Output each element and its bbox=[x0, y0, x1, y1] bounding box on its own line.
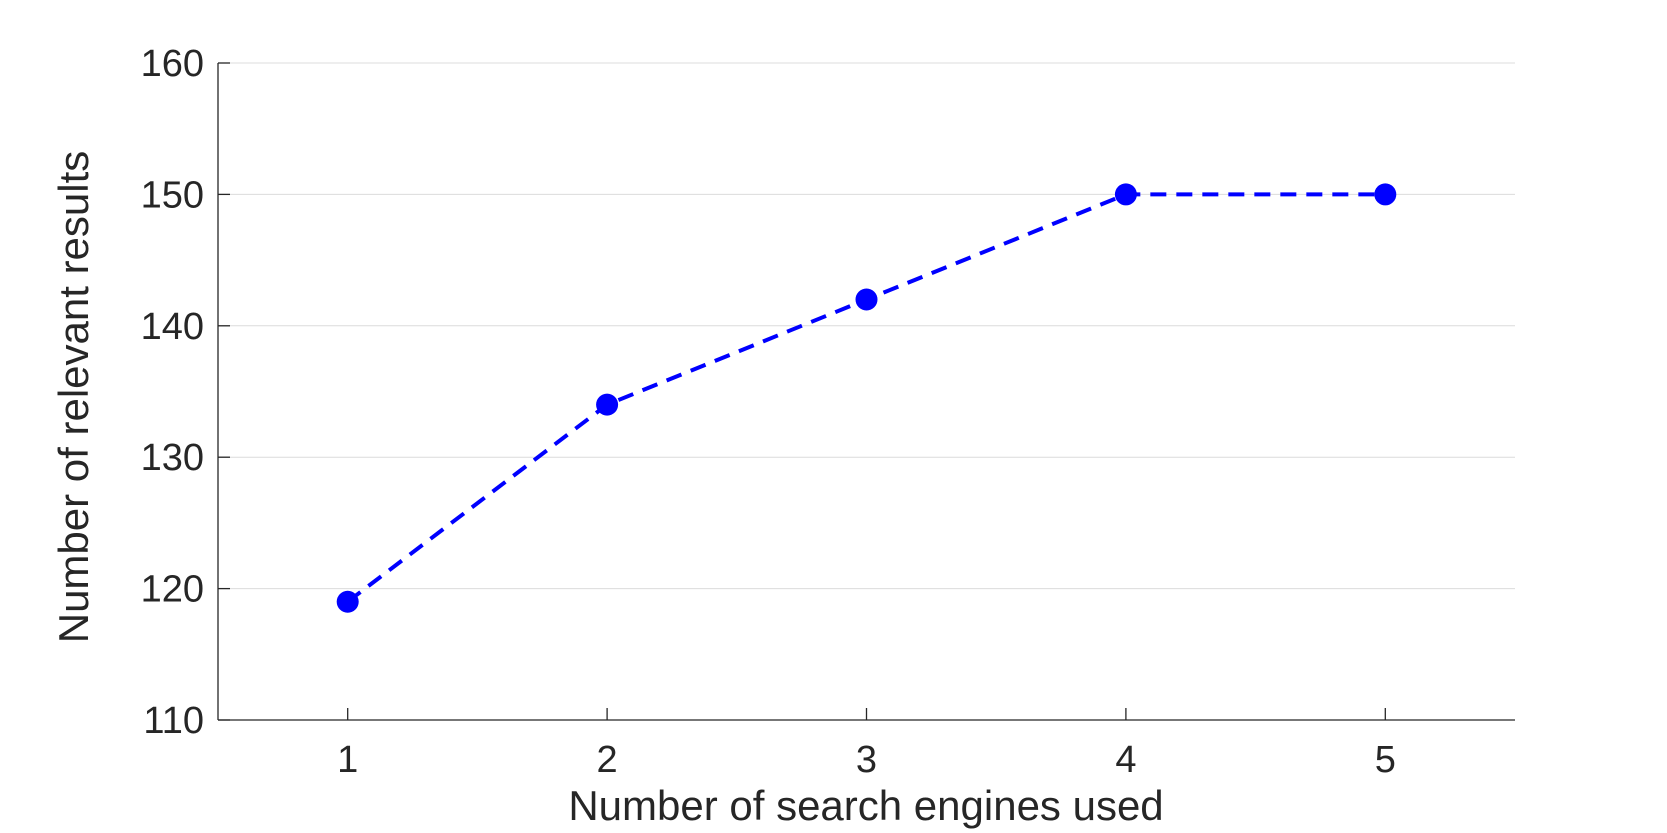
gridlines bbox=[218, 62, 1515, 590]
y-tick-label: 160 bbox=[141, 43, 204, 85]
data-point bbox=[596, 393, 619, 416]
series-line bbox=[346, 192, 1386, 604]
x-tick-label: 5 bbox=[1375, 739, 1396, 781]
data-point bbox=[855, 288, 878, 311]
data-series bbox=[336, 183, 1397, 613]
y-tick-label: 110 bbox=[143, 700, 204, 742]
y-tick-label: 130 bbox=[141, 437, 204, 479]
x-axis-title: Number of search engines used bbox=[568, 782, 1163, 829]
x-tick-label: 1 bbox=[337, 739, 358, 781]
data-point bbox=[1374, 183, 1397, 206]
data-point bbox=[1114, 183, 1137, 206]
y-tick-label: 150 bbox=[141, 174, 204, 216]
y-tick-label: 140 bbox=[141, 306, 204, 348]
x-tick-label: 3 bbox=[856, 739, 877, 781]
tick-labels: 110 120 130 140 150 160 1 2 3 4 5 bbox=[141, 43, 1396, 781]
x-tick-label: 4 bbox=[1115, 739, 1136, 781]
y-tick-label: 120 bbox=[141, 569, 204, 611]
y-axis-title: Number of relevant results bbox=[50, 151, 97, 644]
data-point bbox=[336, 590, 359, 613]
axes bbox=[217, 62, 1515, 721]
x-tick-label: 2 bbox=[597, 739, 618, 781]
